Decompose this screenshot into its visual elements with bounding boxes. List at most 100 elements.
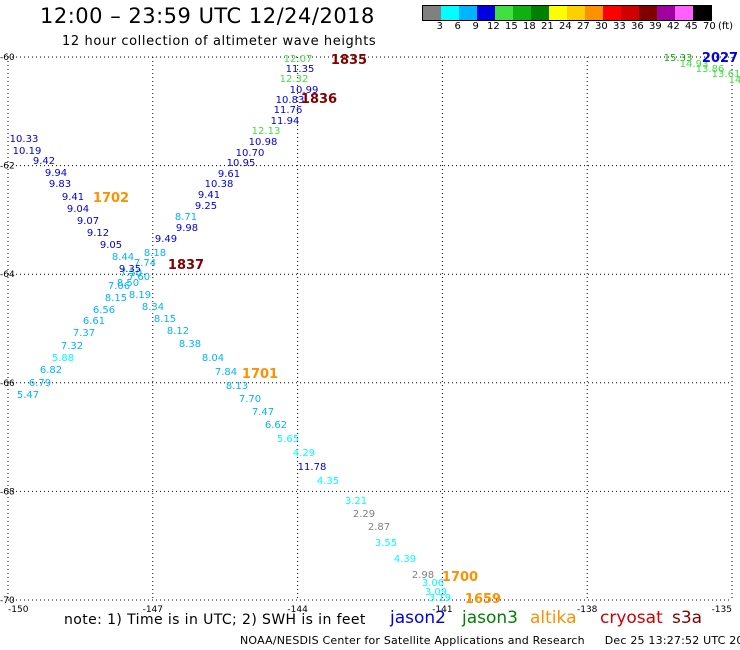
wave-height-value: 8.44 <box>112 252 134 263</box>
scale-swatch <box>639 6 657 20</box>
scale-swatch <box>477 6 495 20</box>
scale-tick-label: 21 <box>541 21 554 32</box>
color-scale-bar <box>422 5 712 21</box>
scale-swatch <box>441 6 459 20</box>
scale-tick-label: 39 <box>649 21 662 32</box>
wave-height-value: 9.05 <box>100 240 122 251</box>
scale-tick-label: 9 <box>472 21 479 32</box>
latitude-label: -66 <box>0 379 15 389</box>
scale-swatch <box>693 6 711 20</box>
scale-tick-label: 6 <box>454 21 461 32</box>
wave-height-value: 6.56 <box>93 305 115 316</box>
wave-height-value: 9.12 <box>87 228 109 239</box>
wave-height-value: 10.95 <box>227 158 256 169</box>
generation-timestamp: Dec 25 13:27:52 UTC 2018 <box>604 634 740 647</box>
wave-height-value: 4.35 <box>317 476 339 487</box>
scale-tick-label: 36 <box>631 21 644 32</box>
longitude-label: -147 <box>143 605 163 615</box>
wave-height-value: 9.04 <box>67 204 89 215</box>
longitude-label: -144 <box>287 605 308 615</box>
wave-height-value: 7.84 <box>215 367 237 378</box>
wave-height-value: 7.32 <box>61 341 83 352</box>
wave-height-value: 6.61 <box>83 316 105 327</box>
wave-height-value: 11.94 <box>271 116 300 127</box>
wave-height-value: 6.62 <box>265 420 287 431</box>
wave-height-value: 15.33 <box>664 53 693 64</box>
scale-swatch <box>549 6 567 20</box>
scale-tick-label: 70 <box>703 21 716 32</box>
wave-height-value: 11.78 <box>298 462 327 473</box>
wave-height-value: 13.61 <box>712 69 740 80</box>
credit-agency: NOAA/NESDIS Center for Satellite Applica… <box>240 634 585 647</box>
wave-height-value: 9.25 <box>195 201 217 212</box>
wave-height-value: 9.41 <box>198 190 220 201</box>
latitude-label: -60 <box>0 53 15 63</box>
wave-height-value: 8.12 <box>167 326 189 337</box>
longitude-label: -141 <box>432 605 452 615</box>
scale-swatch <box>585 6 603 20</box>
wave-height-value: 8.19 <box>129 290 151 301</box>
wave-height-value: 8.13 <box>226 381 248 392</box>
wave-height-value: 3.55 <box>375 538 397 549</box>
mission-legend-s3a: s3a <box>672 608 703 628</box>
wave-height-value: 7.50 <box>120 268 142 279</box>
scale-swatch <box>459 6 477 20</box>
scale-tick-label: 27 <box>577 21 590 32</box>
wave-height-value: 8.15 <box>105 293 127 304</box>
wave-height-value: 9.94 <box>45 168 67 179</box>
wave-height-value: 7.70 <box>239 394 261 405</box>
wave-height-value: 7.06 <box>108 281 130 292</box>
wave-height-value: 12.13 <box>252 126 281 137</box>
pass-time-label: 1836 <box>301 92 337 107</box>
wave-height-value: 3.21 <box>345 496 367 507</box>
wave-height-value: 6.79 <box>29 378 51 389</box>
wave-height-value: 12.07 <box>284 54 313 65</box>
wave-height-value: 8.15 <box>154 314 176 325</box>
wave-height-value: 10.98 <box>249 137 278 148</box>
latitude-label: -64 <box>0 270 15 280</box>
scale-tick-label: 24 <box>559 21 572 32</box>
wave-height-value: 6.82 <box>40 365 62 376</box>
scale-tick-label: 33 <box>613 21 626 32</box>
wave-height-value: 7.60 <box>128 272 150 283</box>
wave-height-value: 8.50 <box>117 278 139 289</box>
wave-height-value: 9.98 <box>176 223 198 234</box>
wave-height-value: 13.86 <box>696 64 725 75</box>
wave-height-value: 9.49 <box>155 234 177 245</box>
scale-tick-label: 3 <box>436 21 443 32</box>
wave-height-value: 11.76 <box>274 105 303 116</box>
wave-height-value: 7.47 <box>252 407 274 418</box>
wave-height-value: 8.38 <box>179 339 201 350</box>
wave-height-value: 10.33 <box>10 134 39 145</box>
wave-height-value: 7.74 <box>134 258 156 269</box>
pass-time-label: 1659 <box>465 592 501 607</box>
mission-legend-altika: altika <box>530 608 577 628</box>
wave-height-value: 9.83 <box>49 179 71 190</box>
latitude-label: -70 <box>0 596 15 606</box>
latitude-label: -62 <box>0 162 15 172</box>
wave-height-value: 5.65 <box>277 434 299 445</box>
pass-time-label: 1700 <box>442 570 478 585</box>
wave-height-value: 8.34 <box>142 302 164 313</box>
scale-tick-label: 42 <box>667 21 680 32</box>
wave-height-value: 14.93 <box>680 59 709 70</box>
page-title: 12:00 – 23:59 UTC 12/24/2018 <box>40 4 375 28</box>
pass-time-label: 2027 <box>702 51 738 66</box>
mission-legend-jason3: jason3 <box>462 608 518 628</box>
scale-swatch <box>621 6 639 20</box>
wave-height-value: 2.87 <box>368 522 390 533</box>
wave-height-value: 12.32 <box>280 74 309 85</box>
scale-tick-label: 45 <box>685 21 698 32</box>
wave-height-value: 9.07 <box>77 216 99 227</box>
wave-height-value: 8.18 <box>144 248 166 259</box>
wave-height-value: 5.47 <box>17 390 39 401</box>
wave-height-value: 11.35 <box>286 64 315 75</box>
wave-height-value: 4.29 <box>293 448 315 459</box>
wave-height-value: 9.42 <box>33 156 55 167</box>
wave-height-value: 5.88 <box>52 353 74 364</box>
wave-height-value: 4.39 <box>394 554 416 565</box>
scale-swatch <box>657 6 675 20</box>
mission-legend-jason2: jason2 <box>390 608 446 628</box>
scale-swatch <box>531 6 549 20</box>
